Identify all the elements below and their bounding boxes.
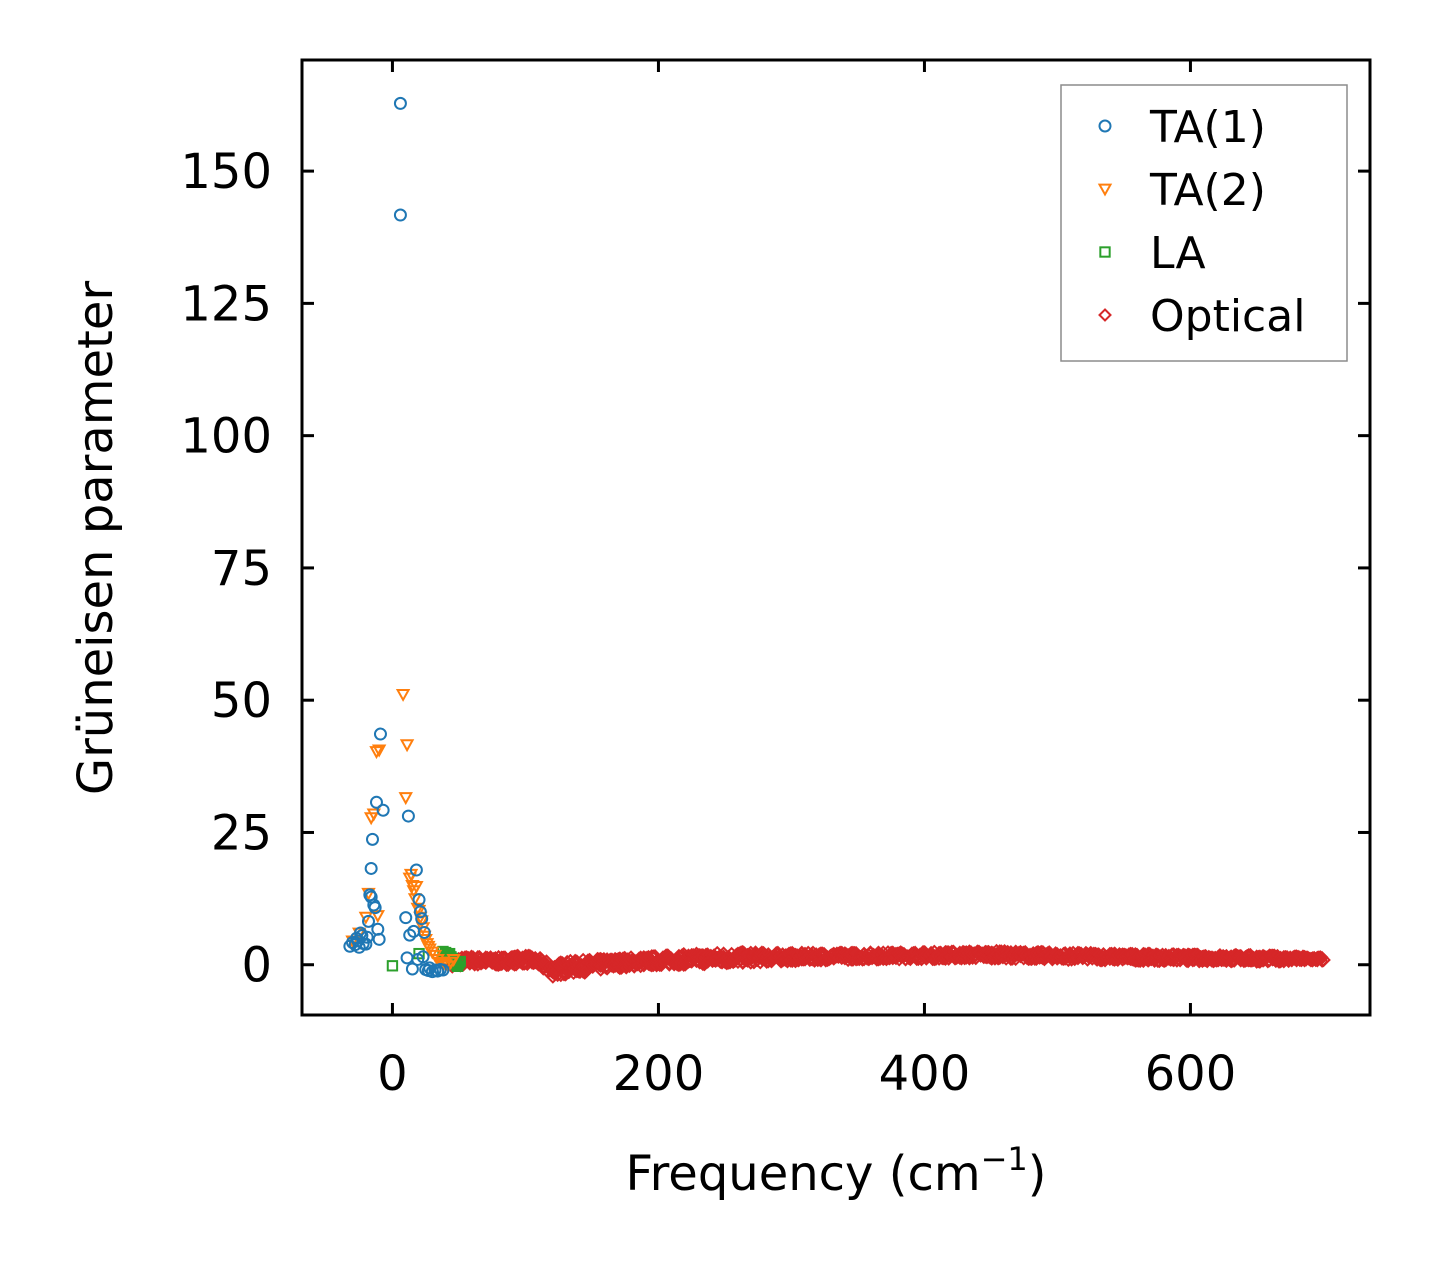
data-point — [399, 911, 413, 925]
legend-frame — [1060, 84, 1348, 362]
data-point — [369, 795, 383, 809]
data-point — [373, 727, 387, 741]
series-la — [386, 945, 466, 972]
legend-marker — [1098, 119, 1112, 133]
data-point — [409, 881, 424, 894]
axis-ticks: 0 200 400 600 0 25 50 75 100 125 150 — [180, 60, 1370, 1102]
y-tick-label: 75 — [211, 541, 272, 597]
legend: TA(1) TA(2) LA Optical — [1060, 84, 1348, 362]
data-point — [376, 803, 390, 817]
y-tick-label: 50 — [211, 673, 272, 729]
x-axis-label: Frequency (cm−1) — [625, 1140, 1046, 1202]
data-point — [401, 809, 415, 823]
data-point — [359, 937, 373, 951]
data-point — [393, 96, 407, 110]
data-point — [446, 954, 461, 968]
data-point — [417, 925, 431, 939]
legend-marker — [1099, 246, 1111, 258]
data-point — [393, 208, 407, 222]
legend-marker — [1097, 183, 1113, 197]
data-point — [352, 940, 366, 954]
data-point — [372, 932, 386, 946]
data-point — [403, 928, 417, 942]
data-point — [409, 863, 423, 877]
legend-label: LA — [1150, 228, 1206, 279]
data-point — [370, 910, 386, 924]
x-tick-label: 200 — [613, 1046, 705, 1102]
legend-entry: Optical — [1098, 291, 1305, 342]
data-point — [368, 901, 382, 915]
x-tick-label: 400 — [879, 1046, 971, 1102]
data-point — [413, 905, 427, 919]
data-point — [405, 962, 419, 976]
y-tick-label: 0 — [241, 938, 272, 994]
legend-label: TA(2) — [1149, 165, 1266, 216]
data-point — [413, 947, 425, 960]
data-point — [362, 914, 376, 928]
plot-frame — [300, 58, 1372, 1017]
x-tick-label: 600 — [1145, 1046, 1237, 1102]
data-point — [416, 950, 430, 964]
data-point — [366, 808, 382, 822]
data-point — [436, 963, 450, 977]
legend-marker — [1098, 308, 1112, 322]
legend-entry: LA — [1099, 228, 1206, 279]
optical-point — [1316, 952, 1331, 968]
series-optical — [445, 943, 1331, 984]
data-point — [369, 746, 384, 760]
y-tick-label: 150 — [180, 144, 272, 200]
legend-entry: TA(1) — [1098, 102, 1266, 153]
data-point — [443, 956, 459, 970]
data-point — [407, 893, 423, 907]
legend-label: Optical — [1150, 291, 1305, 342]
x-tick-label: 0 — [377, 1046, 408, 1102]
y-axis-label: Grüneisen parameter — [68, 281, 124, 796]
data-point — [412, 893, 426, 907]
data-point — [395, 688, 411, 702]
data-point — [400, 951, 414, 965]
legend-entry: TA(2) — [1097, 165, 1266, 216]
legend-label: TA(1) — [1149, 102, 1266, 153]
data-point — [371, 744, 387, 758]
data-layer — [343, 96, 1331, 984]
data-point — [365, 832, 379, 846]
y-tick-label: 125 — [180, 276, 272, 332]
data-point — [415, 912, 429, 926]
y-tick-label: 25 — [211, 805, 272, 861]
data-point — [358, 911, 374, 925]
data-point — [399, 739, 415, 753]
y-tick-label: 100 — [180, 409, 272, 465]
data-point — [360, 930, 374, 944]
data-point — [398, 792, 413, 806]
data-point — [364, 861, 378, 875]
data-point — [386, 960, 399, 972]
series-ta1 — [343, 96, 450, 979]
